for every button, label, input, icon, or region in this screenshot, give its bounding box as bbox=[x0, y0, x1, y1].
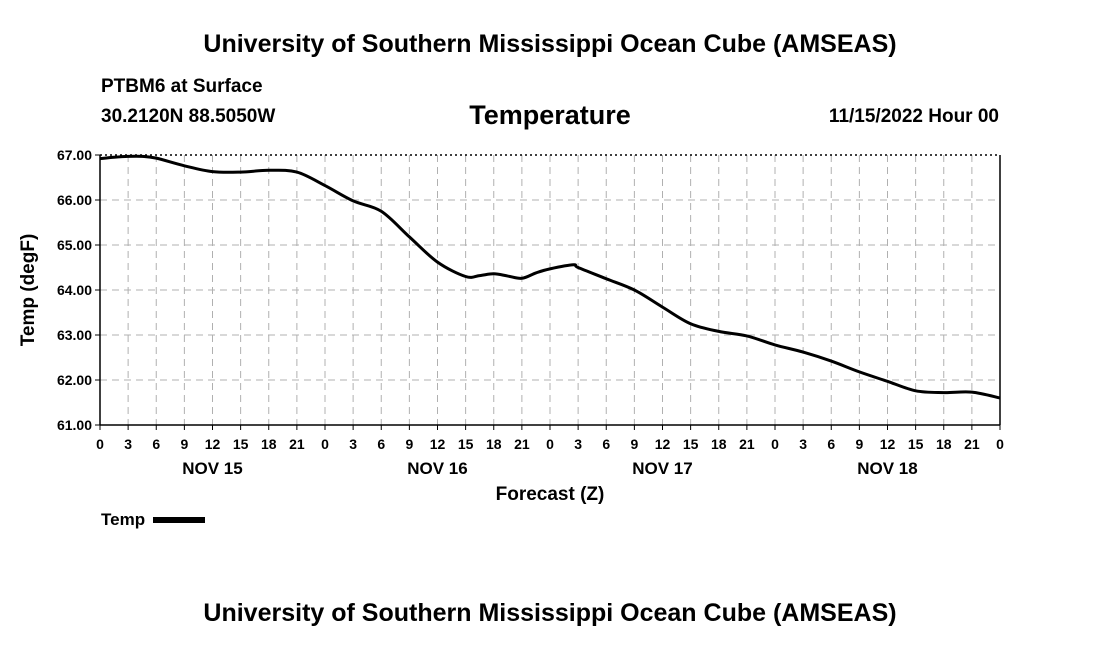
y-tick-label: 63.00 bbox=[57, 327, 92, 343]
day-label: NOV 17 bbox=[632, 459, 692, 478]
y-tick-label: 66.00 bbox=[57, 192, 92, 208]
x-tick-label: 3 bbox=[349, 436, 357, 452]
station-label: PTBM6 at Surface bbox=[101, 76, 263, 97]
x-tick-label: 9 bbox=[405, 436, 413, 452]
x-tick-label: 6 bbox=[377, 436, 385, 452]
x-tick-label: 3 bbox=[574, 436, 582, 452]
legend-label: Temp bbox=[101, 510, 146, 529]
x-tick-label: 21 bbox=[964, 436, 980, 452]
x-tick-label: 12 bbox=[205, 436, 221, 452]
x-tick-label: 21 bbox=[514, 436, 530, 452]
x-tick-label: 18 bbox=[711, 436, 727, 452]
x-axis-title: Forecast (Z) bbox=[496, 484, 605, 505]
x-tick-label: 15 bbox=[458, 436, 474, 452]
x-tick-label: 12 bbox=[430, 436, 446, 452]
chart-title-top: University of Southern Mississippi Ocean… bbox=[203, 30, 897, 58]
legend-line-swatch bbox=[153, 517, 206, 523]
x-tick-label: 3 bbox=[124, 436, 132, 452]
coordinates-label: 30.2120N 88.5050W bbox=[101, 106, 276, 127]
x-tick-label: 15 bbox=[908, 436, 924, 452]
y-tick-label: 65.00 bbox=[57, 237, 92, 253]
x-tick-label: 6 bbox=[827, 436, 835, 452]
x-tick-label: 6 bbox=[152, 436, 160, 452]
variable-title: Temperature bbox=[469, 100, 631, 130]
x-tick-label: 9 bbox=[855, 436, 863, 452]
chart-title-bottom: University of Southern Mississippi Ocean… bbox=[203, 599, 897, 627]
x-tick-label: 18 bbox=[486, 436, 502, 452]
y-tick-label: 61.00 bbox=[57, 417, 92, 433]
x-tick-label: 6 bbox=[602, 436, 610, 452]
y-tick-label: 62.00 bbox=[57, 372, 92, 388]
x-tick-label: 0 bbox=[996, 436, 1004, 452]
series-line-temp bbox=[99, 154, 1001, 400]
x-tick-label: 15 bbox=[233, 436, 249, 452]
x-tick-label: 9 bbox=[180, 436, 188, 452]
forecast-datetime: 11/15/2022 Hour 00 bbox=[828, 106, 999, 127]
x-tick-label: 18 bbox=[936, 436, 952, 452]
y-tick-label: 67.00 bbox=[57, 147, 92, 163]
x-tick-label: 21 bbox=[289, 436, 305, 452]
x-tick-label: 0 bbox=[321, 436, 329, 452]
day-label: NOV 18 bbox=[857, 459, 917, 478]
y-axis-title: Temp (degF) bbox=[18, 234, 39, 347]
x-tick-label: 0 bbox=[771, 436, 779, 452]
x-tick-label: 15 bbox=[683, 436, 699, 452]
y-tick-label: 64.00 bbox=[57, 282, 92, 298]
x-tick-label: 0 bbox=[546, 436, 554, 452]
x-tick-label: 12 bbox=[880, 436, 896, 452]
x-tick-label: 0 bbox=[96, 436, 104, 452]
x-tick-label: 3 bbox=[799, 436, 807, 452]
x-tick-label: 18 bbox=[261, 436, 277, 452]
day-label: NOV 15 bbox=[182, 459, 242, 478]
x-tick-label: 9 bbox=[630, 436, 638, 452]
x-tick-label: 12 bbox=[655, 436, 671, 452]
x-tick-label: 21 bbox=[739, 436, 755, 452]
day-label: NOV 16 bbox=[407, 459, 467, 478]
legend: Temp bbox=[101, 510, 206, 530]
